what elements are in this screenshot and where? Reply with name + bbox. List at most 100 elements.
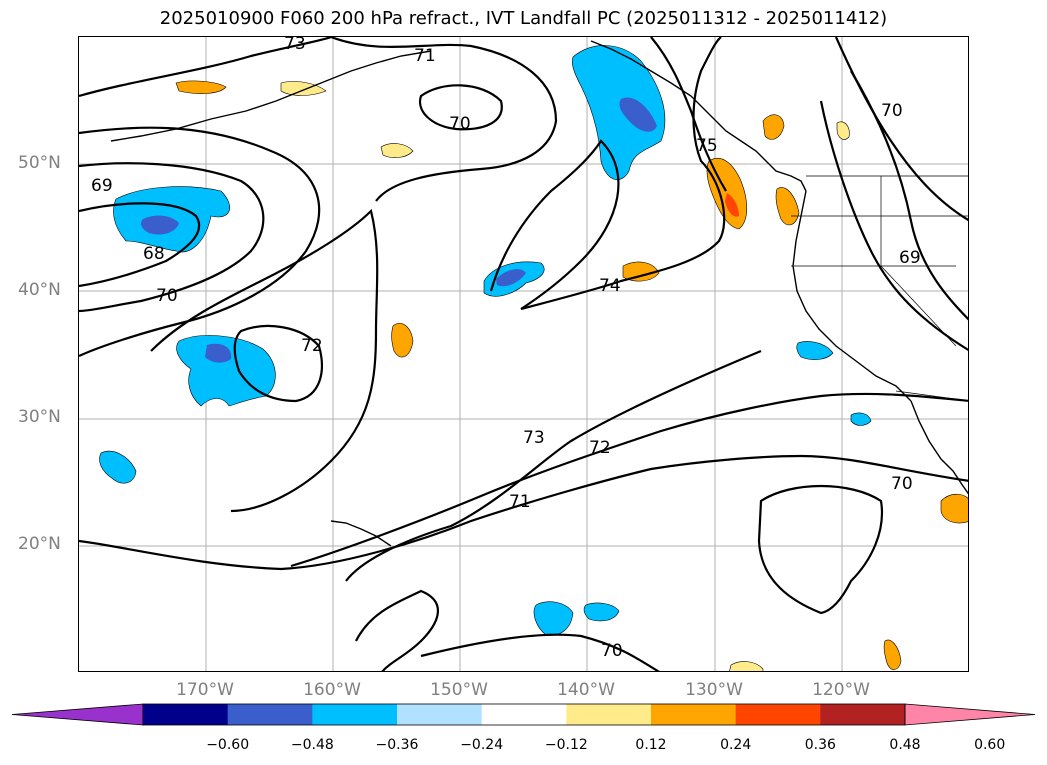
colorbar-segment	[143, 704, 229, 725]
pos-region-mexico	[940, 493, 968, 524]
contour-label-72-mid: 72	[589, 438, 611, 458]
shaded-positive-regions	[175, 80, 968, 671]
lon-label-160w: 160°W	[303, 680, 361, 700]
lat-label-20n: 20°N	[18, 534, 61, 554]
pos-region-south-mid	[729, 661, 764, 671]
coastline-west-us	[792, 190, 912, 402]
lon-label-120w: 120°W	[812, 680, 870, 700]
colorbar-extend-high	[904, 703, 1036, 726]
colorbar-frame	[142, 703, 906, 726]
contour-75	[650, 37, 727, 192]
colorbar-tick-label: 0.48	[889, 737, 921, 753]
contour-label-68: 68	[143, 244, 165, 264]
neg-region-far-west	[99, 450, 137, 484]
colorbar-tick-label: −0.36	[375, 737, 419, 753]
colorbar-segment	[227, 704, 313, 725]
contour-70-south-east	[420, 633, 660, 671]
contour-69-west	[79, 162, 265, 313]
coastline-aleutians	[110, 50, 432, 142]
contour-label-70-south: 70	[601, 641, 623, 661]
contour-72	[290, 392, 968, 568]
colorbar-tick-label: 0.24	[720, 737, 752, 753]
coastline-hawaii	[330, 520, 392, 547]
contour-label-73: 73	[284, 37, 306, 54]
lon-label-150w: 150°W	[430, 680, 488, 700]
gridlines	[79, 37, 968, 671]
colorbar	[11, 703, 1036, 726]
pos-region-south-coast	[883, 639, 902, 670]
contour-label-72-loop: 72	[301, 336, 323, 356]
colorbar-segment	[481, 704, 567, 725]
lat-label-30n: 30°N	[18, 407, 61, 427]
pos-region-interior	[836, 121, 850, 140]
contour-label-71-mid: 71	[509, 492, 531, 512]
contour-label-71: 71	[414, 46, 436, 66]
contour-label-69-west: 69	[91, 176, 113, 196]
contour-71	[79, 454, 968, 571]
pos-region-gulf	[380, 143, 414, 158]
refractivity-contours	[79, 37, 968, 671]
lat-label-40n: 40°N	[18, 280, 61, 300]
neg-region-central-west	[176, 335, 276, 407]
neg-region-west-core	[141, 215, 179, 235]
colorbar-segment	[735, 704, 821, 725]
contour-label-70-west: 70	[156, 286, 178, 306]
contour-label-74: 74	[599, 276, 621, 296]
pos-region-central	[391, 322, 414, 358]
colorbar-segment	[397, 704, 483, 725]
pos-region-bering-2	[280, 81, 327, 96]
neg-region-south-1	[533, 601, 574, 636]
colorbar-tick-label: 0.12	[635, 737, 667, 753]
colorbar-tick-label: −0.48	[290, 737, 334, 753]
contour-74	[489, 139, 620, 310]
contour-70-north-east	[834, 37, 968, 222]
lon-label-140w: 140°W	[557, 680, 615, 700]
neg-region-south-2	[583, 602, 620, 622]
pos-region-pnw-offshore-core	[725, 193, 739, 217]
colorbar-segment	[566, 704, 652, 725]
pos-region-bering-1	[175, 80, 227, 94]
contour-73-big	[79, 37, 332, 98]
contour-71-upper	[330, 37, 558, 202]
contour-label-69-east: 69	[899, 248, 921, 268]
contour-73-trough	[150, 208, 379, 513]
contour-68-west	[79, 202, 201, 288]
contour-labels: 73 71 70 69 68 70 72 74 75 73 72 71 70 7…	[91, 37, 921, 661]
neg-region-california	[796, 341, 834, 360]
contour-70-low	[418, 84, 503, 131]
contour-70-west	[79, 126, 321, 358]
colorbar-tick-label: −0.12	[544, 737, 588, 753]
contour-70-ellipse	[757, 484, 884, 615]
neg-region-gulf-alaska-core	[619, 97, 657, 132]
lon-label-170w: 170°W	[176, 680, 234, 700]
neg-region-mid-core	[496, 269, 526, 287]
neg-region-gulf-alaska	[571, 45, 666, 180]
colorbar-segment	[312, 704, 398, 725]
neg-region-central-west-core	[205, 343, 232, 363]
map-area[interactable]: 73 71 70 69 68 70 72 74 75 73 72 71 70 7…	[78, 36, 969, 672]
colorbar-segment	[820, 704, 906, 725]
lon-label-130w: 130°W	[685, 680, 743, 700]
colorbar-extend-low	[11, 703, 144, 726]
contour-label-70-ne: 70	[881, 101, 903, 121]
contour-label-70-upper: 70	[449, 114, 471, 134]
pos-region-oregon	[775, 187, 800, 226]
contour-70-south	[355, 589, 439, 671]
lat-label-50n: 50°N	[18, 153, 61, 173]
contour-label-75: 75	[696, 136, 718, 156]
coastline-bc	[715, 120, 807, 192]
colorbar-tick-label: 0.60	[974, 737, 1006, 753]
coastline-alaska	[590, 40, 717, 122]
colorbar-tick-label: −0.60	[206, 737, 250, 753]
colorbar-segment	[651, 704, 737, 725]
map-title: 2025010900 F060 200 hPa refract., IVT La…	[159, 8, 888, 29]
colorbar-tick-label: 0.36	[804, 737, 836, 753]
contour-74-east	[520, 37, 726, 311]
coastline-baja	[910, 400, 968, 495]
contour-72-loop	[233, 324, 323, 403]
map-canvas: 73 71 70 69 68 70 72 74 75 73 72 71 70 7…	[79, 37, 968, 671]
contour-69-east	[850, 70, 968, 321]
pos-region-bc	[762, 114, 785, 140]
coastlines	[110, 40, 968, 547]
contour-label-70-east: 70	[891, 474, 913, 494]
